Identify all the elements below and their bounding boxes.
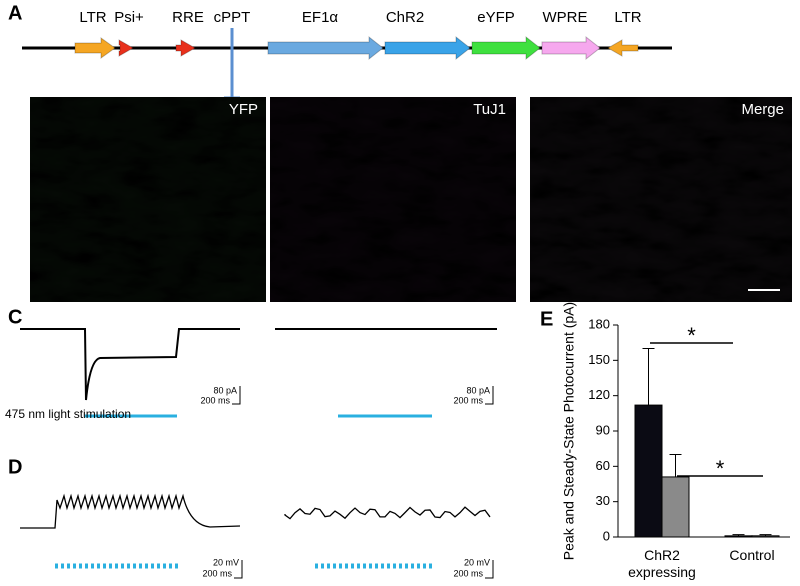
element-label: Psi+ (114, 9, 144, 26)
construct-element (384, 35, 471, 61)
construct-element (74, 37, 116, 59)
construct-element (118, 39, 135, 57)
y-tick-label: 180 (588, 316, 610, 331)
panel-letter: E (540, 308, 553, 330)
x-tick-label: Control (729, 547, 775, 563)
scale-label: 20 mV (213, 557, 239, 567)
element-label: ChR2 (386, 9, 424, 26)
image-label: TuJ1 (473, 101, 506, 118)
scale-bar (485, 386, 494, 405)
scale-label: 80 pA (466, 385, 490, 395)
element-label: RRE (172, 9, 204, 26)
voltage-trace (284, 506, 491, 520)
y-tick-label: 120 (588, 387, 610, 402)
construct-element (267, 35, 384, 61)
panel-letter: B (8, 96, 22, 118)
element-label: eYFP (477, 9, 515, 26)
scale-label: 80 pA (213, 385, 237, 395)
construct-element (606, 39, 639, 57)
y-tick-label: 30 (596, 493, 610, 508)
significance-marker: * (716, 456, 725, 481)
bar (634, 404, 663, 538)
x-tick-label: ChR2 expressing (628, 547, 696, 580)
cppt-marker (224, 28, 240, 100)
panel-letter: D (8, 456, 22, 478)
panel-letter: C (8, 306, 22, 328)
scale-bar (485, 560, 494, 579)
error-bar (759, 534, 772, 536)
significance-marker: * (687, 323, 696, 348)
error-bar (732, 534, 745, 536)
construct-element (471, 35, 541, 61)
element-label: LTR (79, 9, 106, 26)
micrograph-texture (30, 97, 266, 302)
stimulus-label: 475 nm light stimulation (5, 407, 132, 421)
element-label: LTR (614, 9, 641, 26)
scale-label: 200 ms (202, 568, 232, 578)
scale-bar (232, 386, 241, 405)
image-label: YFP (229, 101, 258, 118)
bar (751, 535, 780, 538)
error-bar (642, 348, 655, 406)
scale-label: 200 ms (200, 395, 230, 405)
element-label: WPRE (543, 9, 588, 26)
bar (724, 535, 753, 538)
image-label: Merge (741, 101, 784, 118)
element-label: cPPT (214, 9, 251, 26)
error-bar (669, 454, 682, 477)
construct-element (175, 39, 197, 57)
y-tick-label: 60 (596, 458, 610, 473)
micrograph-texture (270, 97, 516, 302)
construct-element (541, 35, 601, 61)
panel-letter: A (8, 2, 22, 24)
bar (661, 476, 690, 538)
y-tick-label: 150 (588, 352, 610, 367)
y-tick-label: 0 (603, 528, 610, 543)
y-tick-label: 90 (596, 422, 610, 437)
micrograph-texture (530, 97, 792, 302)
scale-bar (234, 560, 243, 579)
voltage-trace (20, 493, 241, 529)
scale-label: 200 ms (453, 395, 483, 405)
element-label: EF1α (302, 9, 339, 26)
current-trace (20, 328, 240, 401)
y-axis-label: Peak and Steady-State Photocurrent (pA) (561, 302, 577, 560)
scale-label: 200 ms (453, 568, 483, 578)
scale-label: 20 mV (464, 557, 490, 567)
